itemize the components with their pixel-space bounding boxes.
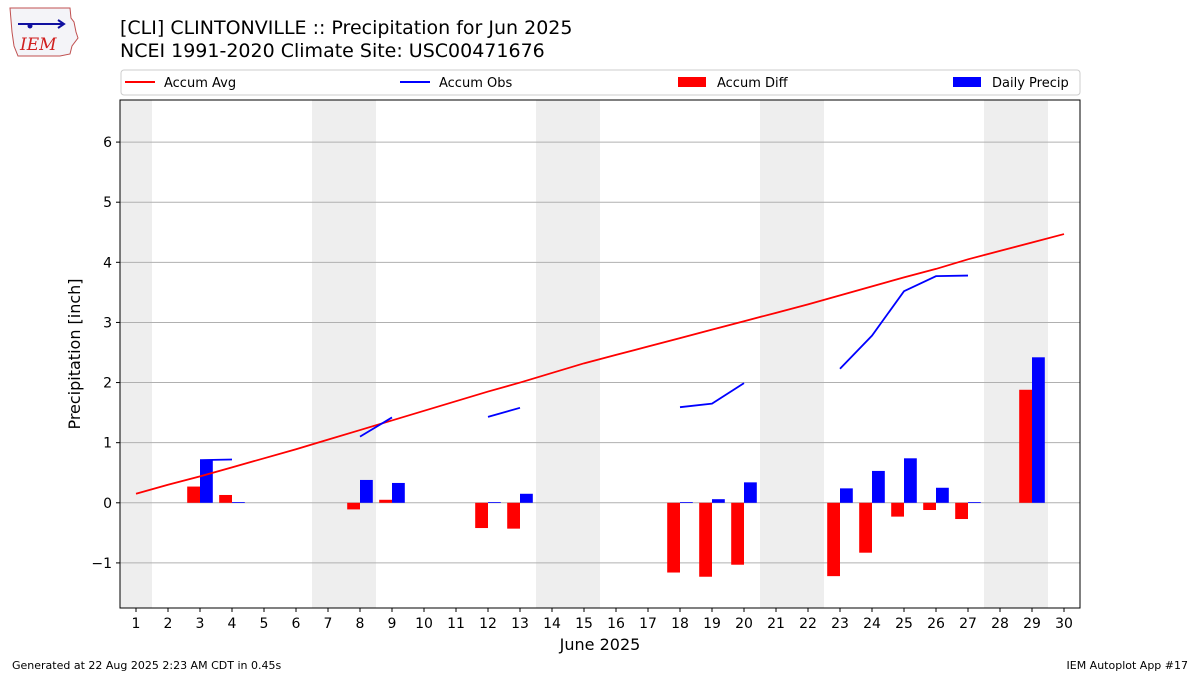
daily-precip-bar [392,482,405,503]
x-tick-label: 23 [831,616,849,632]
weekend-shade [984,100,1048,608]
daily-precip-bar [936,487,949,503]
y-tick-label: 0 [103,496,112,512]
iem-logo: IEM [8,6,80,62]
x-tick-label: 9 [388,616,397,632]
y-axis-label: Precipitation [inch] [65,278,84,429]
accum-obs-line [199,458,233,462]
x-tick-label: 10 [415,616,433,632]
x-tick-label: 8 [356,616,365,632]
accum-diff-bar [667,502,680,573]
accum-diff-bar [827,502,840,577]
plot-frame [119,99,1081,609]
x-tick-label: 20 [735,616,753,632]
legend-label: Accum Avg [164,76,236,91]
x-tick-label: 26 [927,616,945,632]
x-tick-label: 17 [639,616,657,632]
accum-diff-bar [379,499,392,503]
x-tick-label: 16 [607,616,625,632]
daily-precip-bar [712,499,725,503]
accum-diff-bar [187,486,200,503]
daily-precip-bar [904,458,917,503]
x-tick-label: 25 [895,616,913,632]
generated-footer: Generated at 22 Aug 2025 2:23 AM CDT in … [12,659,282,672]
accum-diff-bar [891,502,904,517]
y-tick-label: 2 [103,376,112,392]
x-axis-label: June 2025 [559,635,641,654]
legend-swatch [678,77,706,87]
accum-obs-line [839,274,969,370]
x-tick-label: 5 [260,616,269,632]
chart-title: [CLI] CLINTONVILLE :: Precipitation for … [120,17,573,39]
accum-diff-bar [347,502,360,510]
daily-precip-bar [968,502,981,503]
legend-label: Accum Obs [439,76,512,91]
x-tick-label: 27 [959,616,977,632]
y-tick-label: 6 [103,135,112,151]
daily-precip-bar [200,460,213,503]
weekend-shade [760,100,824,608]
legend-swatch [953,77,981,87]
chart-subtitle: NCEI 1991-2020 Climate Site: USC00471676 [120,40,545,62]
accum-diff-bar [923,502,936,511]
y-tick-label: 4 [103,255,112,271]
x-tick-label: 22 [799,616,817,632]
accum-diff-bar [507,502,520,529]
daily-precip-bar [1032,357,1045,503]
logo-text: IEM [19,35,57,55]
legend-label: Daily Precip [992,76,1069,91]
x-tick-label: 30 [1055,616,1073,632]
weekend-shade [536,100,600,608]
x-tick-label: 1 [132,616,141,632]
x-tick-label: 11 [447,616,465,632]
x-tick-label: 6 [292,616,301,632]
weekend-shade [312,100,376,608]
daily-precip-bar [488,502,501,503]
daily-precip-bar [360,479,373,503]
app-footer: IEM Autoplot App #17 [1066,659,1189,672]
y-tick-label: 3 [103,315,112,331]
weekend-shade [120,100,152,608]
accum-diff-bar [731,502,744,565]
x-tick-label: 19 [703,616,721,632]
accum-diff-bar [699,502,712,577]
x-tick-label: 21 [767,616,785,632]
x-tick-label: 18 [671,616,689,632]
y-tick-label: −1 [91,556,112,572]
daily-precip-bar [232,502,245,503]
x-tick-label: 12 [479,616,497,632]
accum-diff-bar [955,502,968,520]
y-tick-label: 5 [103,195,112,211]
daily-precip-bar [520,493,533,503]
accum-diff-bar [475,502,488,529]
x-tick-label: 4 [228,616,237,632]
accum-obs-line [487,406,521,418]
accum-avg-line [135,233,1065,495]
daily-precip-bar [840,488,853,503]
y-tick-label: 1 [103,436,112,452]
accum-diff-bar [859,502,872,553]
legend-box [120,69,1081,96]
legend-label: Accum Diff [717,76,789,91]
x-tick-label: 3 [196,616,205,632]
x-tick-label: 28 [991,616,1009,632]
daily-precip-bar [872,470,885,503]
x-tick-label: 15 [575,616,593,632]
accum-diff-bar [1019,389,1032,503]
x-tick-label: 14 [543,616,561,632]
x-tick-label: 13 [511,616,529,632]
x-tick-label: 29 [1023,616,1041,632]
x-tick-label: 2 [164,616,173,632]
accum-obs-line [679,382,745,409]
daily-precip-bar [680,502,693,503]
accum-diff-bar [219,494,232,503]
accum-obs-line [359,416,393,438]
daily-precip-bar [744,482,757,503]
x-tick-label: 7 [324,616,333,632]
x-tick-label: 24 [863,616,881,632]
